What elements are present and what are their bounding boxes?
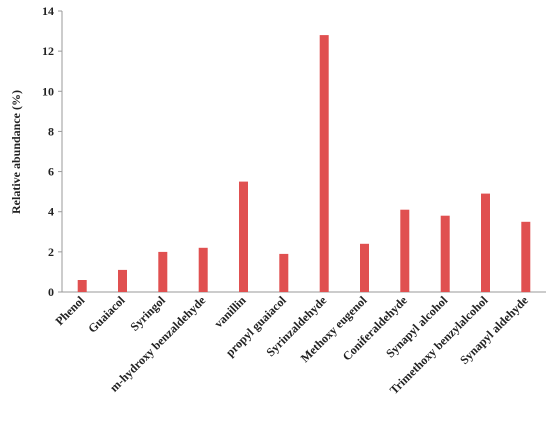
bar <box>198 247 208 292</box>
bar <box>77 280 87 292</box>
y-tick-label: 6 <box>48 165 54 179</box>
axes-layer <box>61 11 546 293</box>
bar <box>279 253 289 292</box>
y-axis-title: Relative abundance (%) <box>9 90 23 214</box>
y-tick-label: 14 <box>42 4 54 18</box>
bar <box>118 269 127 292</box>
y-tick-label: 8 <box>48 124 54 138</box>
x-category-label: vanillin <box>211 293 248 330</box>
bar <box>360 243 369 292</box>
y-ticks-layer: 0 2 4 6 8 10 12 14 <box>42 4 62 299</box>
x-category-label: Guaiacol <box>85 293 128 336</box>
y-tick-label: 12 <box>42 44 54 58</box>
y-tick-label: 4 <box>48 205 54 219</box>
bar <box>158 251 168 292</box>
bar <box>521 221 531 293</box>
y-tick-label: 10 <box>42 84 54 98</box>
bar <box>239 181 248 292</box>
x-category-label: Synapyl aldehyde <box>457 293 531 367</box>
x-category-label: Phenol <box>52 293 87 328</box>
x-category-label: Syringol <box>127 293 168 334</box>
y-tick-label: 2 <box>48 245 54 259</box>
bar <box>481 193 490 292</box>
bars-layer <box>77 35 531 293</box>
bar <box>440 215 450 292</box>
bar <box>319 35 329 292</box>
bar <box>400 209 410 292</box>
y-tick-label: 0 <box>48 285 54 299</box>
